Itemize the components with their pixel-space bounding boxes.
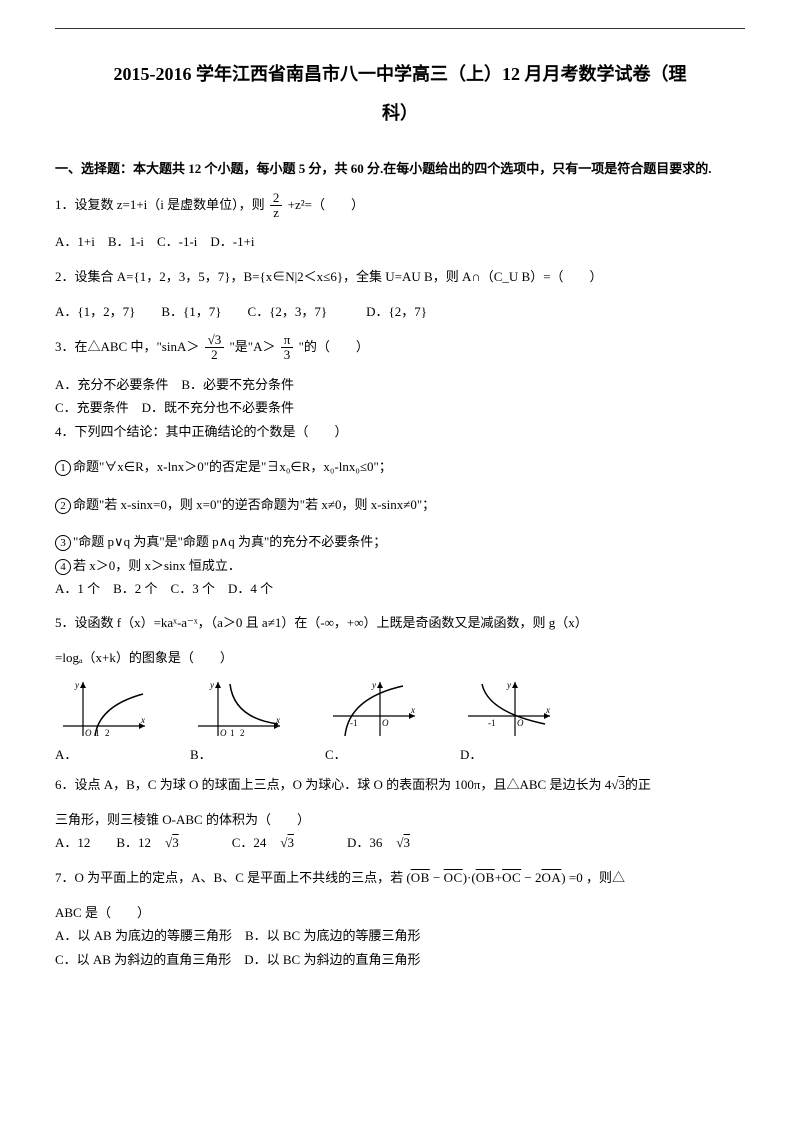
q6-line1-pre: 6．设点 A，B，C 为球 O 的球面上三点，O 为球心．球 O 的表面积为 1… [55, 777, 611, 792]
question-1: 1．设复数 z=1+i（i 是虚数单位），则 2 z +z²=（ ） [55, 191, 745, 221]
q2-options: A．{1，2，7} B．{1，7} C．{2，3，7} D．{2，7} [55, 300, 745, 323]
circled-2-icon: 2 [55, 498, 71, 514]
q6-line1-post: 的正 [625, 777, 651, 792]
question-2: 2．设集合 A={1，2，3，5，7}，B={x∈N|2＜x≤6}，全集 U=A… [55, 264, 745, 290]
q5-graph-a: O 1 2 x y A． [55, 676, 150, 766]
graph-c-svg: O -1 x y [325, 676, 420, 741]
q3-frac-2: π 3 [281, 333, 294, 363]
svg-text:y: y [506, 680, 511, 690]
q7-line1-pre: 7．O 为平面上的定点，A、B、C 是平面上不共线的三点，若 [55, 870, 403, 885]
svg-text:x: x [410, 705, 415, 715]
q1-fraction: 2 z [270, 191, 283, 221]
q7-vector-expr: (OB − OC)·(OB+OC − 2OA) =0 [406, 870, 582, 885]
svg-text:O: O [85, 728, 92, 738]
q4-item-2: 2命题"若 x-sinx=0，则 x=0"的逆否命题为"若 x≠0，则 x-si… [55, 493, 745, 516]
q5-graph-d: O -1 x y D． [460, 676, 555, 766]
graph-b-svg: O 1 2 x y [190, 676, 285, 741]
svg-text:O: O [382, 718, 389, 728]
q5-graph-row: O 1 2 x y A． O 1 2 x y B． O [55, 676, 745, 766]
svg-text:x: x [140, 715, 145, 725]
q3-text-post: "的（ ） [299, 339, 369, 354]
question-7: 7．O 为平面上的定点，A、B、C 是平面上不共线的三点，若 (OB − OC)… [55, 865, 745, 891]
q1-text-pre: 1．设复数 z=1+i（i 是虚数单位），则 [55, 196, 265, 211]
q1-text-post: +z²=（ ） [288, 196, 364, 211]
svg-text:x: x [545, 705, 550, 715]
q5-graph-b: O 1 2 x y B． [190, 676, 285, 766]
q1-options: A．1+i B．1-i C．-1-i D．-1+i [55, 230, 745, 253]
circled-3-icon: 3 [55, 535, 71, 551]
question-5-line2: =logₐ（x+k）的图象是（ ） [55, 646, 745, 669]
q3-option-ab: A．充分不必要条件 B．必要不充分条件 [55, 373, 745, 396]
svg-text:y: y [209, 680, 214, 690]
question-5-line1: 5．设函数 f（x）=kaˣ-a⁻ˣ，（a＞0 且 a≠1）在（-∞，+∞）上既… [55, 610, 745, 636]
q7-line2: ABC 是（ ） [55, 901, 745, 924]
svg-text:-1: -1 [488, 718, 496, 728]
q5-graph-c: O -1 x y C． [325, 676, 420, 766]
svg-text:y: y [74, 680, 79, 690]
page-title: 2015-2016 学年江西省南昌市八一中学高三（上）12 月月考数学试卷（理 [55, 60, 745, 89]
svg-text:O: O [220, 728, 227, 738]
q3-frac-1: √3 2 [205, 333, 225, 363]
svg-text:2: 2 [240, 728, 245, 738]
svg-text:y: y [371, 680, 376, 690]
q6-options: A．12 B．12√3 C．24√3 D．36√3 [55, 831, 745, 854]
graph-a-svg: O 1 2 x y [55, 676, 150, 741]
q3-text-mid: "是"A＞ [230, 339, 276, 354]
q3-text-pre: 3．在△ABC 中，"sinA＞ [55, 339, 199, 354]
svg-text:1: 1 [95, 728, 100, 738]
question-4: 4．下列四个结论：其中正确结论的个数是（ ） [55, 419, 745, 445]
page-subtitle: 科） [55, 97, 745, 129]
q4-item-3: 3"命题 p∨q 为真"是"命题 p∧q 为真"的充分不必要条件； [55, 530, 745, 553]
section-1-header: 一、选择题：本大题共 12 个小题，每小题 5 分，共 60 分.在每小题给出的… [55, 157, 745, 180]
q7-option-cd: C．以 AB 为斜边的直角三角形 D．以 BC 为斜边的直角三角形 [55, 948, 745, 971]
q4-options: A．1 个 B．2 个 C．3 个 D．4 个 [55, 577, 745, 600]
svg-text:x: x [275, 715, 280, 725]
graph-d-svg: O -1 x y [460, 676, 555, 741]
svg-text:1: 1 [230, 728, 235, 738]
q4-item-1: 1命题"∀x∈R，x-lnx＞0"的否定是"∃x₀∈R，x₀-lnx₀≤0"； [55, 455, 745, 478]
question-3: 3．在△ABC 中，"sinA＞ √3 2 "是"A＞ π 3 "的（ ） [55, 333, 745, 363]
circled-4-icon: 4 [55, 559, 71, 575]
svg-text:-1: -1 [350, 718, 358, 728]
circled-1-icon: 1 [55, 460, 71, 476]
q7-option-ab: A．以 AB 为底边的等腰三角形 B．以 BC 为底边的等腰三角形 [55, 924, 745, 947]
q7-line1-post: ，则△ [586, 870, 625, 885]
svg-text:2: 2 [105, 728, 110, 738]
q3-option-cd: C．充要条件 D．既不充分也不必要条件 [55, 396, 745, 419]
svg-text:O: O [517, 718, 524, 728]
q6-line2: 三角形，则三棱锥 O-ABC 的体积为（ ） [55, 808, 745, 831]
q4-item-4: 4若 x＞0，则 x＞sinx 恒成立． [55, 554, 745, 577]
question-6: 6．设点 A，B，C 为球 O 的球面上三点，O 为球心．球 O 的表面积为 1… [55, 772, 745, 798]
